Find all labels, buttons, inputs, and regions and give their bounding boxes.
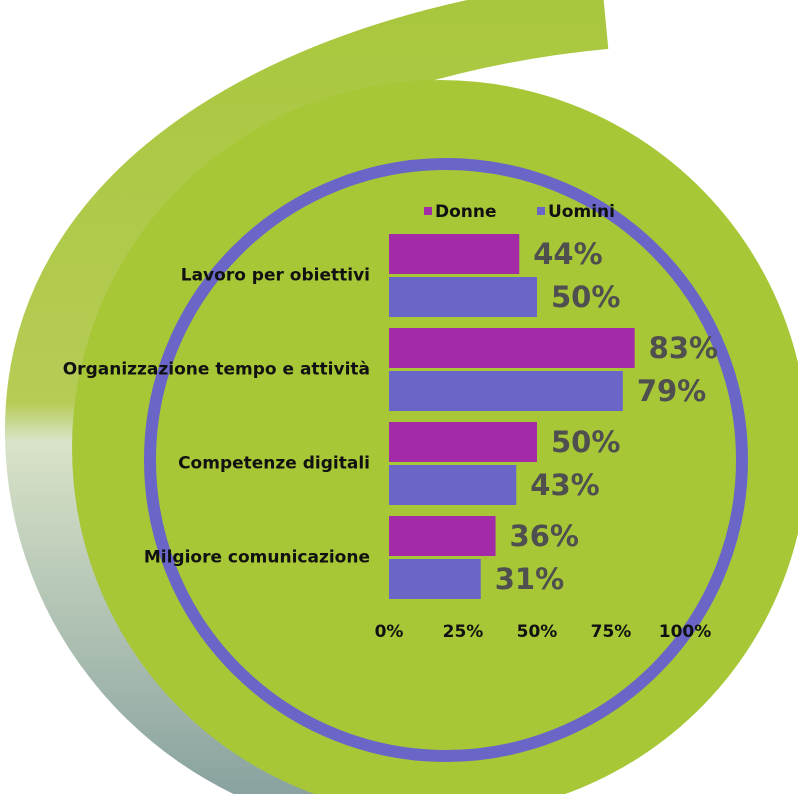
bar xyxy=(389,371,623,411)
legend-label: Donne xyxy=(435,202,497,222)
category-label: Lavoro per obiettivi xyxy=(181,266,370,286)
legend-label: Uomini xyxy=(548,202,615,222)
value-label: 83% xyxy=(649,331,718,365)
legend-swatch xyxy=(537,207,545,215)
chart: Donne Uomini 0% 25% 50% 75% 100% Lavoro per obi… xyxy=(0,0,798,794)
x-tick-label: 100% xyxy=(659,622,712,642)
x-tick-label: 50% xyxy=(517,622,558,642)
page: Donne Uomini 0% 25% 50% 75% 100% Lavoro per obi… xyxy=(0,0,798,794)
category-label: Organizzazione tempo e attività xyxy=(63,360,370,380)
x-tick-label: 25% xyxy=(443,622,484,642)
value-label: 43% xyxy=(530,468,599,502)
category-label: Milgiore comunicazione xyxy=(144,548,370,568)
bar xyxy=(389,559,481,599)
value-label: 50% xyxy=(551,280,620,314)
x-tick-label: 75% xyxy=(591,622,632,642)
value-label: 31% xyxy=(495,562,564,596)
bar xyxy=(389,277,537,317)
bar xyxy=(389,465,516,505)
value-label: 44% xyxy=(533,237,602,271)
bar xyxy=(389,516,496,556)
value-label: 79% xyxy=(637,374,706,408)
value-label: 36% xyxy=(510,519,579,553)
x-tick-label: 0% xyxy=(375,622,404,642)
bar xyxy=(389,234,519,274)
category-label: Competenze digitali xyxy=(178,454,370,474)
bar xyxy=(389,422,537,462)
bar xyxy=(389,328,635,368)
value-label: 50% xyxy=(551,425,620,459)
legend-swatch xyxy=(424,207,432,215)
